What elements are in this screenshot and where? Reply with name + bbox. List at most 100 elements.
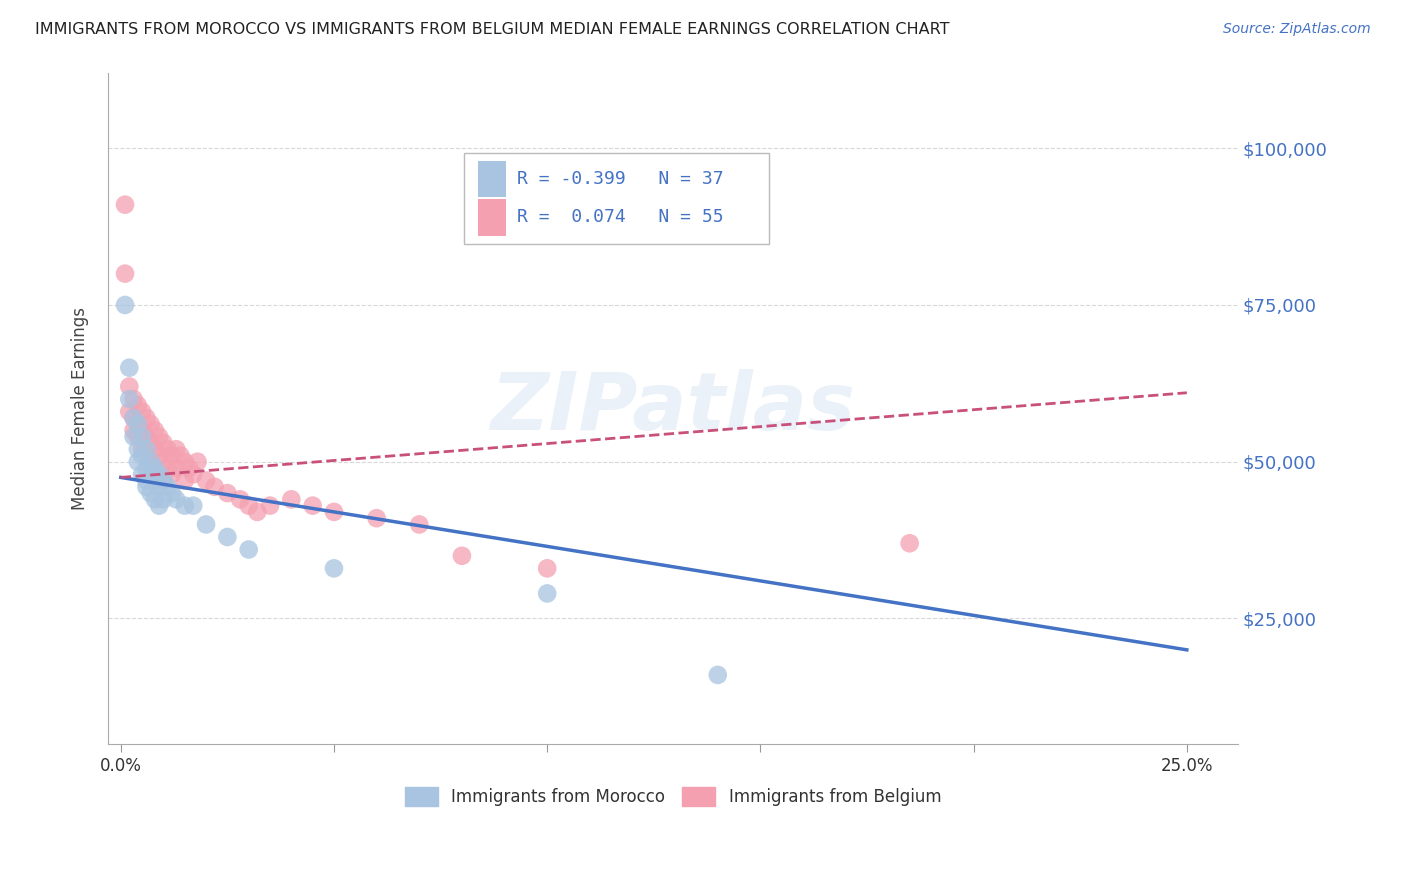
Point (173, 455, 195, 469)
Point (217, 530, 239, 544)
Point (148, 499, 170, 513)
Point (148, 449, 170, 463)
Point (135, 430, 157, 444)
Point (152, 492, 174, 507)
Point (139, 455, 162, 469)
Point (323, 561, 346, 575)
Point (114, 197, 136, 211)
Point (127, 455, 149, 469)
Point (169, 449, 191, 463)
Point (156, 480, 179, 494)
Point (118, 392, 141, 406)
Point (135, 410, 157, 425)
Point (229, 492, 252, 507)
Point (135, 442, 157, 457)
Point (181, 467, 204, 482)
Point (118, 404, 141, 418)
Point (135, 461, 157, 475)
Point (165, 442, 187, 457)
Point (143, 461, 166, 475)
Point (238, 499, 260, 513)
Point (152, 455, 174, 469)
Text: R =  0.074   N = 55: R = 0.074 N = 55 (517, 208, 724, 227)
Point (127, 442, 149, 457)
Point (127, 417, 149, 431)
Point (131, 430, 153, 444)
Point (122, 410, 145, 425)
Point (280, 492, 302, 507)
Point (177, 461, 200, 475)
Point (165, 461, 187, 475)
Text: ZIPatlas: ZIPatlas (491, 369, 855, 448)
Point (139, 455, 162, 469)
Point (323, 505, 346, 519)
Point (217, 486, 239, 500)
Point (143, 442, 166, 457)
Point (707, 668, 730, 682)
Point (152, 474, 174, 488)
Point (186, 455, 208, 469)
Bar (478, 199, 506, 235)
Point (238, 542, 260, 557)
Point (122, 423, 145, 437)
Y-axis label: Median Female Earnings: Median Female Earnings (72, 307, 89, 510)
Point (165, 492, 187, 507)
Point (139, 467, 162, 482)
Point (160, 467, 183, 482)
Point (173, 499, 195, 513)
Point (156, 442, 179, 457)
Text: IMMIGRANTS FROM MOROCCO VS IMMIGRANTS FROM BELGIUM MEDIAN FEMALE EARNINGS CORREL: IMMIGRANTS FROM MOROCCO VS IMMIGRANTS FR… (35, 22, 949, 37)
Point (898, 536, 921, 550)
Point (118, 379, 141, 393)
Point (259, 499, 281, 513)
Point (114, 267, 136, 281)
Point (195, 517, 218, 532)
Point (131, 442, 153, 457)
Point (131, 467, 153, 482)
Point (135, 474, 157, 488)
Point (156, 461, 179, 475)
Point (204, 480, 226, 494)
Point (143, 474, 166, 488)
Point (195, 474, 218, 488)
Point (152, 474, 174, 488)
Point (536, 561, 558, 575)
Point (143, 423, 166, 437)
Point (152, 436, 174, 450)
Point (122, 392, 145, 406)
Point (139, 486, 162, 500)
Point (301, 499, 323, 513)
Bar (478, 161, 506, 197)
Point (135, 480, 157, 494)
Point (173, 474, 195, 488)
Point (148, 467, 170, 482)
Point (160, 486, 183, 500)
Point (127, 417, 149, 431)
Point (139, 417, 162, 431)
Point (122, 430, 145, 444)
Point (127, 430, 149, 444)
Point (148, 480, 170, 494)
Point (139, 436, 162, 450)
Point (143, 492, 166, 507)
Point (143, 461, 166, 475)
Point (131, 404, 153, 418)
Point (246, 505, 269, 519)
Point (148, 467, 170, 482)
Point (127, 398, 149, 412)
Point (131, 449, 153, 463)
Text: R = -0.399   N = 37: R = -0.399 N = 37 (517, 170, 724, 188)
Point (135, 449, 157, 463)
Point (408, 517, 430, 532)
FancyBboxPatch shape (464, 153, 769, 244)
Point (122, 410, 145, 425)
Point (451, 549, 474, 563)
Legend: Immigrants from Morocco, Immigrants from Belgium: Immigrants from Morocco, Immigrants from… (398, 780, 948, 813)
Point (181, 499, 204, 513)
Point (536, 586, 558, 600)
Point (114, 298, 136, 312)
Point (160, 449, 183, 463)
Point (118, 360, 141, 375)
Text: Source: ZipAtlas.com: Source: ZipAtlas.com (1223, 22, 1371, 37)
Point (366, 511, 388, 525)
